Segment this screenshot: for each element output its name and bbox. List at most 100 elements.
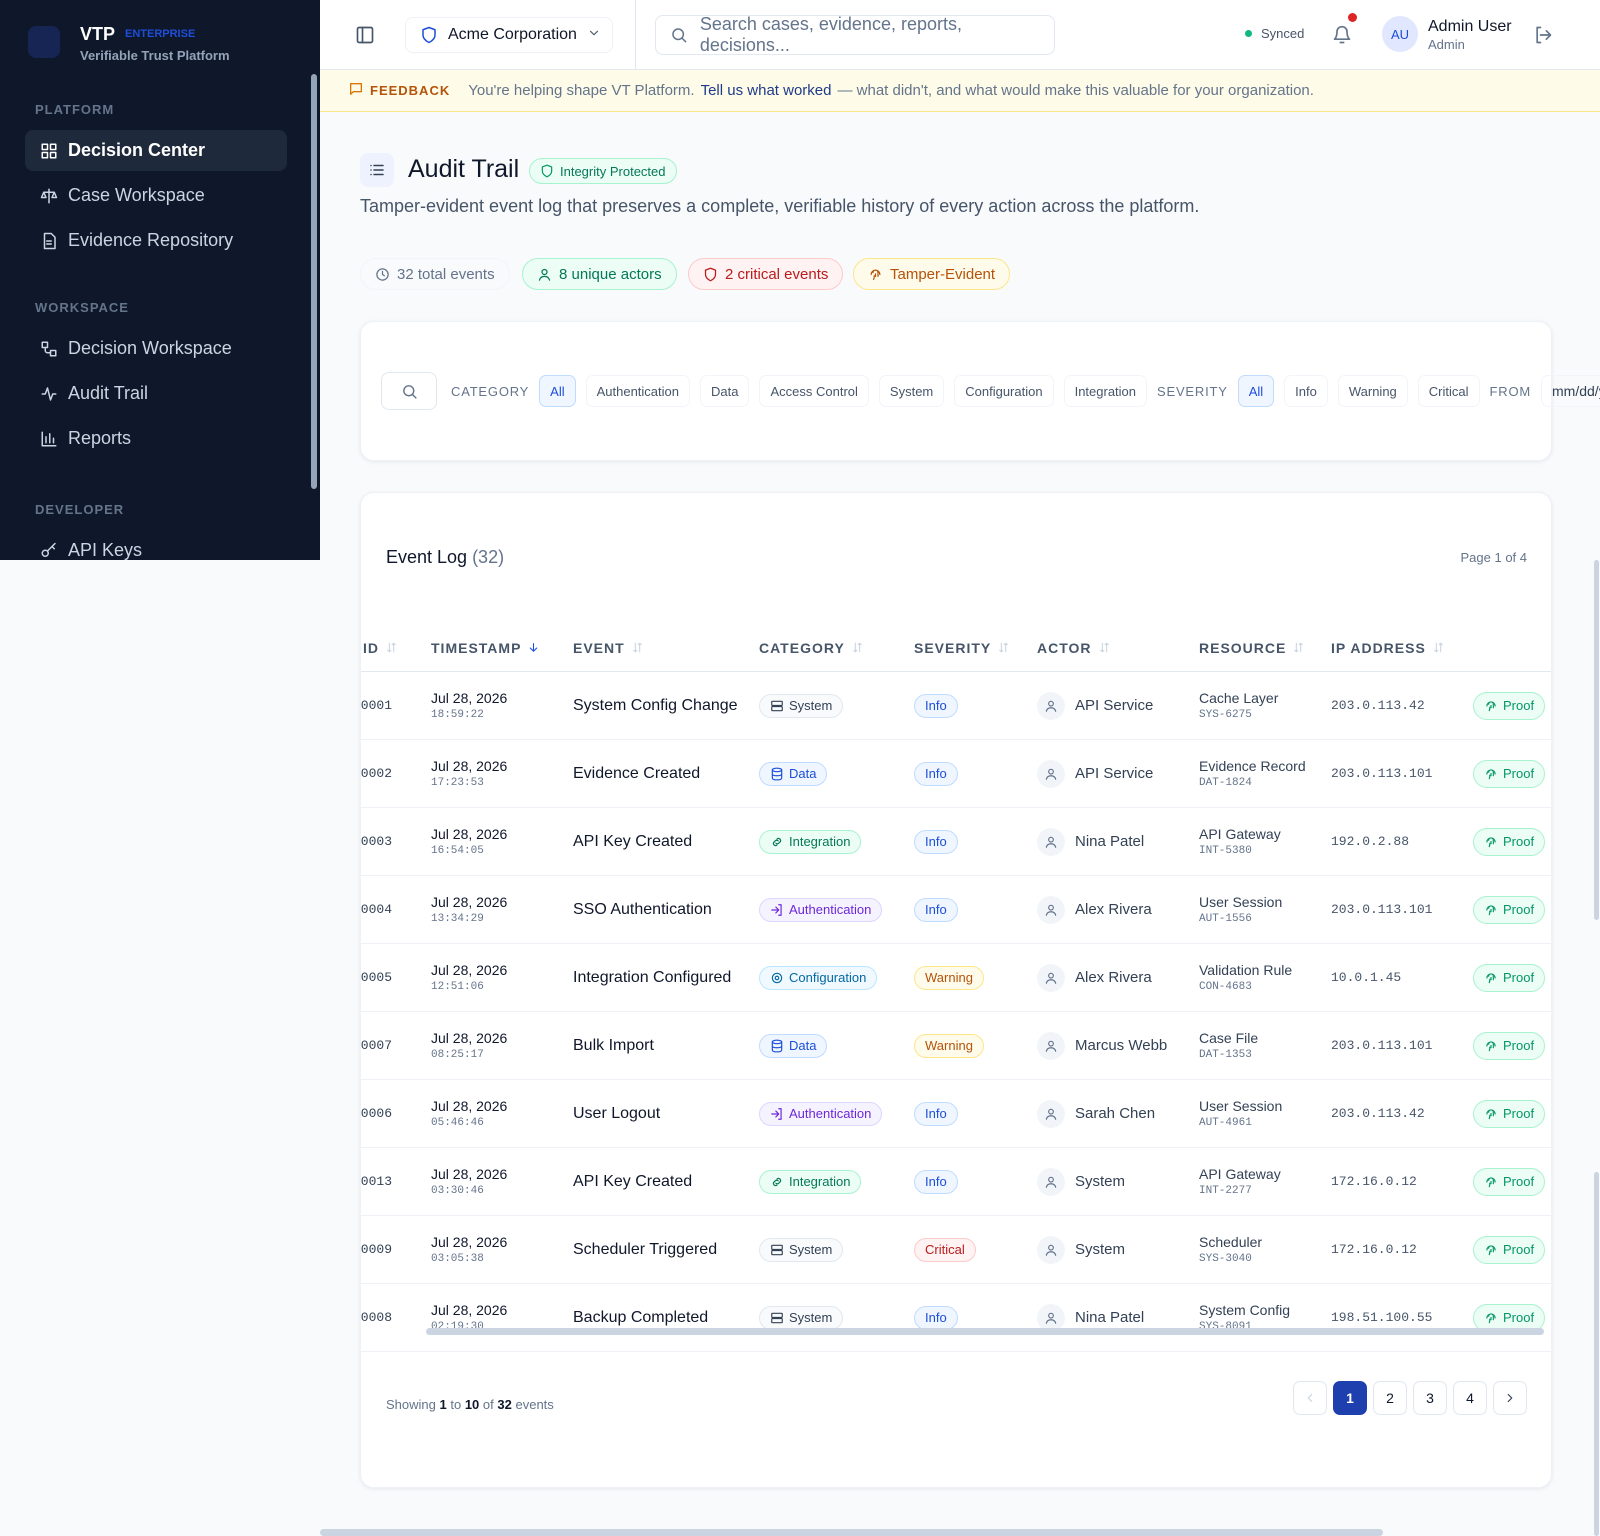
filter-card: CATEGORY All Authentication Data Access Cont… — [360, 321, 1600, 461]
category-chip[interactable]: Access Control — [759, 375, 869, 407]
org-selector[interactable]: Acme Corporation — [405, 17, 613, 53]
prev-page[interactable] — [1293, 1381, 1327, 1415]
nav-item[interactable]: Audit Trail — [25, 373, 287, 414]
icon — [41, 151, 49, 158]
column-header[interactable]: EVENT — [573, 640, 759, 657]
column-header[interactable]: ACTOR — [1037, 640, 1199, 657]
icon — [632, 642, 642, 653]
search-box[interactable]: Search cases, evidence, reports, decisio… — [655, 14, 1055, 55]
nav-item[interactable]: Evidence Repository — [25, 220, 287, 261]
table-row[interactable]: 30007 Jul 28, 2026 08:25:17 Bulk Import Data… — [361, 1012, 1551, 1080]
filter-search[interactable] — [381, 372, 437, 410]
category-text: Data — [789, 766, 817, 781]
column-header[interactable]: TIMESTAMP — [431, 640, 573, 657]
next-page[interactable] — [1493, 1381, 1527, 1415]
nav-item[interactable]: API Keys — [25, 530, 287, 560]
event-id: 30006 — [360, 1106, 393, 1121]
table-row[interactable]: 30004 Jul 28, 2026 13:34:29 SSO Authenticat… — [360, 876, 1551, 944]
timestamp: Jul 28, 2026 08:25:17 — [431, 1030, 573, 1061]
table-row[interactable]: 30001 Jul 28, 2026 18:59:22 System Config C… — [361, 672, 1551, 740]
category-chip[interactable]: System — [878, 375, 945, 407]
page-button[interactable]: 3 — [1413, 1381, 1447, 1415]
column-header[interactable]: SEVERITY — [914, 640, 1037, 657]
resource-cell: Case File DAT-1353 — [1199, 1030, 1331, 1061]
category-chip[interactable]: Integration — [1063, 375, 1148, 407]
table-row[interactable]: 30009 Jul 28, 2026 03:05:38 Scheduler Trigg… — [361, 1216, 1551, 1284]
page-button[interactable]: 4 — [1453, 1381, 1487, 1415]
integrity-badge: Integrity Protected — [529, 158, 677, 184]
icon — [46, 239, 52, 245]
proof-button[interactable]: Proof — [1473, 1235, 1546, 1264]
feedback-label: FEEDBACK — [370, 83, 451, 98]
ip-address: 203.0.113.42 — [1331, 698, 1425, 713]
severity-chip[interactable]: All — [1237, 375, 1275, 407]
category-chip[interactable]: All — [539, 375, 576, 407]
nav-item[interactable]: Reports — [25, 418, 287, 459]
page-button[interactable]: 2 — [1373, 1381, 1407, 1415]
severity-chip[interactable]: Warning — [1337, 375, 1408, 407]
table-row[interactable]: 30013 Jul 28, 2026 03:30:46 API Key Created… — [361, 1148, 1551, 1216]
proof-button[interactable]: Proof — [1473, 1031, 1546, 1060]
page-description: Tamper-evident event log that preserves … — [360, 196, 1200, 216]
event-id: 30004 — [360, 902, 393, 917]
logout[interactable] — [1533, 25, 1553, 50]
feedback-link[interactable]: Tell us what worked — [700, 82, 832, 99]
actor-name: API Service — [1075, 765, 1154, 782]
nav-item[interactable]: Case Workspace — [25, 175, 287, 216]
category-chip[interactable]: Data — [700, 375, 750, 407]
feedback-bar: FEEDBACK You're helping shape VT Platform… — [320, 70, 1600, 112]
severity-badge: Warning — [914, 965, 984, 990]
event-id: 30003 — [360, 834, 393, 849]
table-row[interactable]: 30003 Jul 28, 2026 16:54:05 API Key Created… — [360, 808, 1551, 876]
proof-button[interactable]: Proof — [1473, 1167, 1546, 1196]
severity-chip[interactable]: Info — [1284, 375, 1328, 407]
column-header[interactable]: IP ADDRESS — [1331, 640, 1473, 657]
column-header[interactable]: RESOURCE — [1199, 640, 1331, 657]
proof-button[interactable]: Proof — [1473, 1099, 1546, 1128]
sidebar-toggle[interactable] — [355, 25, 375, 50]
page-button[interactable]: 1 — [1333, 1381, 1367, 1415]
icon — [1048, 836, 1054, 843]
notifications[interactable] — [1332, 25, 1352, 50]
event-time: 16:54:05 — [431, 845, 484, 857]
date-input[interactable]: mm/dd/y — [1541, 375, 1600, 407]
icon — [771, 1244, 783, 1255]
severity-cell: Info — [914, 897, 1037, 922]
proof-button[interactable]: Proof — [1473, 691, 1546, 720]
actor-avatar — [1037, 759, 1065, 788]
severity-chip[interactable]: Critical — [1417, 375, 1480, 407]
nav-item[interactable]: Decision Workspace — [25, 328, 287, 369]
table-row[interactable]: 30002 Jul 28, 2026 17:23:53 Evidence Create… — [361, 740, 1551, 808]
category-cell: Integration — [759, 1169, 914, 1194]
icon — [40, 188, 58, 203]
category-chip[interactable]: Authentication — [585, 375, 691, 407]
icon — [771, 767, 783, 772]
nav-item[interactable]: Decision Center — [25, 130, 287, 171]
event-time: 05:46:46 — [431, 1117, 484, 1129]
proof-button[interactable]: Proof — [1473, 963, 1546, 992]
icon — [1045, 1312, 1057, 1324]
column-header[interactable]: CATEGORY — [759, 640, 914, 657]
page-info: Page 1 of 4 — [1460, 550, 1528, 565]
notification-dot — [1348, 13, 1357, 22]
resource-id: AUT-4961 — [1199, 1117, 1252, 1129]
proof-button[interactable]: Proof — [1473, 759, 1546, 788]
icon — [771, 903, 782, 916]
actor-cell: Marcus Webb — [1037, 1031, 1199, 1060]
column-label: IP ADDRESS — [1331, 640, 1426, 656]
column-header[interactable]: ID — [361, 640, 431, 657]
icon — [44, 346, 52, 353]
proof-text: Proof — [1503, 1038, 1535, 1053]
table-row[interactable]: 30005 Jul 28, 2026 12:51:06 Integration Con… — [361, 944, 1551, 1012]
proof-button[interactable]: Proof — [1473, 827, 1546, 856]
table-row[interactable]: 30006 Jul 28, 2026 05:46:46 User Logout Auth… — [360, 1080, 1551, 1148]
resource-cell: API Gateway INT-5380 — [1199, 826, 1331, 857]
timestamp: Jul 28, 2026 12:51:06 — [431, 962, 573, 993]
event-name: API Key Created — [573, 1172, 693, 1190]
proof-button[interactable]: Proof — [1473, 895, 1546, 924]
icon — [1486, 904, 1496, 915]
icon — [41, 549, 49, 557]
resource-name: Validation Rule — [1199, 962, 1293, 978]
category-chip[interactable]: Configuration — [954, 375, 1054, 407]
